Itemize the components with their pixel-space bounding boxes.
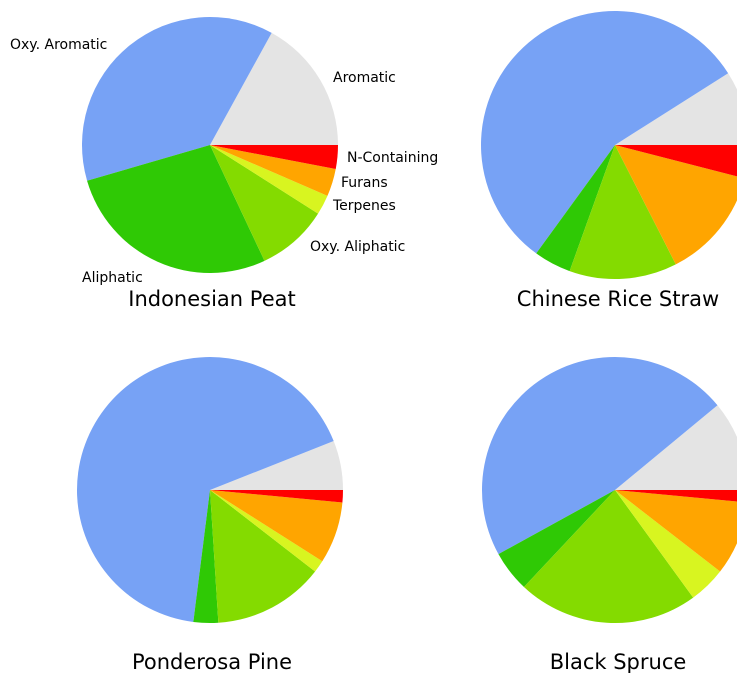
pie-slice-furans xyxy=(615,490,737,572)
slice-label-furans: Furans xyxy=(341,175,388,191)
chart-title: Indonesian Peat xyxy=(128,287,295,311)
pie-slice-oxy-aromatic xyxy=(481,356,718,555)
pie-slice-oxy-aromatic xyxy=(81,16,272,181)
pie-slice-furans xyxy=(210,145,336,196)
pie-slice-oxy-aromatic xyxy=(76,356,334,622)
pie-slice-furans xyxy=(615,145,737,265)
pie-slice-aliphatic xyxy=(87,145,265,274)
pie-indonesian-peat: Oxy. Aromatic Aromatic N-Containing Furans T… xyxy=(10,16,438,311)
pie-slice-aliphatic xyxy=(498,490,615,587)
pie-slice-terpenes xyxy=(210,145,328,214)
slice-label-n-containing: N-Containing xyxy=(347,150,438,166)
pie-slice-n-containing xyxy=(210,145,338,169)
pie-slice-oxy-aliphatic xyxy=(210,490,316,623)
pie-slice-aliphatic xyxy=(193,490,219,624)
pie-chinese-rice-straw: Chinese Rice Straw xyxy=(480,10,737,311)
pie-slice-oxy-aromatic xyxy=(480,10,729,254)
slice-label-aromatic: Aromatic xyxy=(333,70,396,86)
pie-slice-oxy-aliphatic xyxy=(569,145,676,279)
slice-label-oxy-aromatic: Oxy. Aromatic xyxy=(10,37,107,53)
pie-slice-aromatic xyxy=(210,32,338,145)
chart-title: Ponderosa Pine xyxy=(132,650,292,673)
pie-slice-n-containing xyxy=(615,490,737,502)
pie-slice-terpenes xyxy=(210,490,323,572)
pie-black-spruce: Black Spruce xyxy=(481,356,737,673)
pie-slice-n-containing xyxy=(615,145,737,177)
pie-slice-aliphatic xyxy=(536,145,615,272)
pie-slice-n-containing xyxy=(210,490,343,503)
pie-slice-aromatic xyxy=(210,441,343,490)
chart-title: Black Spruce xyxy=(550,650,687,673)
slice-label-terpenes: Terpenes xyxy=(332,198,396,214)
chart-title: Chinese Rice Straw xyxy=(517,287,719,311)
pie-slice-aromatic xyxy=(615,405,737,490)
slice-label-aliphatic: Aliphatic xyxy=(82,270,143,286)
pie-ponderosa-pine: Ponderosa Pine xyxy=(76,356,343,673)
pie-slice-oxy-aliphatic xyxy=(523,490,694,623)
pie-slice-aromatic xyxy=(615,73,737,145)
pie-slice-oxy-aliphatic xyxy=(210,145,319,261)
slice-label-oxy-aliphatic: Oxy. Aliphatic xyxy=(310,239,405,255)
pie-slice-terpenes xyxy=(615,490,721,598)
pie-slice-furans xyxy=(210,490,343,562)
